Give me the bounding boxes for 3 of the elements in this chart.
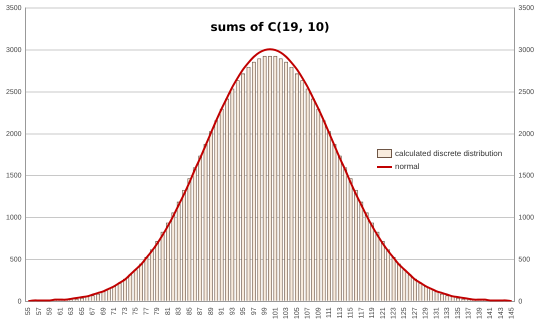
legend-label: normal [395, 162, 420, 171]
legend-label: calculated discrete distribution [395, 149, 502, 158]
text: sums of C(19, 10) [209, 20, 331, 34]
